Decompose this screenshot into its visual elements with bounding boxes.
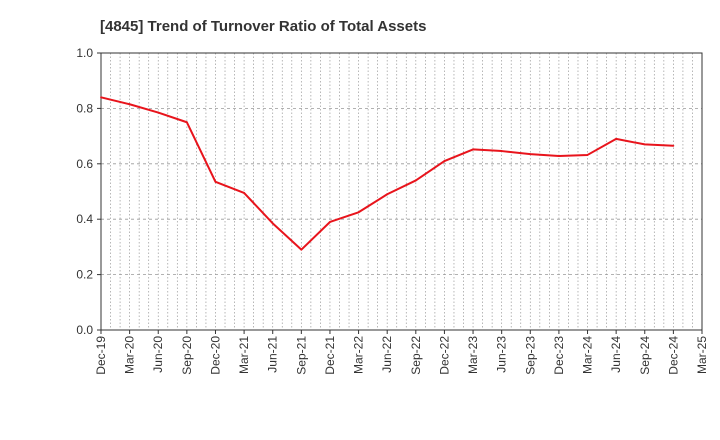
- data-point: [214, 180, 217, 183]
- data-point: [443, 160, 446, 162]
- data-point: [300, 248, 303, 251]
- data-point: [472, 148, 474, 151]
- x-tick-label: Sep-20: [180, 336, 194, 375]
- y-tick-label: 0.8: [76, 101, 93, 115]
- data-point: [615, 137, 618, 140]
- y-tick-label: 0.0: [76, 323, 93, 337]
- data-point: [100, 96, 102, 99]
- x-tick-label: Sep-24: [638, 336, 652, 375]
- data-point: [643, 143, 646, 146]
- data-point: [271, 222, 274, 225]
- data-point: [586, 154, 589, 156]
- grid-lines: [101, 53, 702, 330]
- x-tick-label: Dec-21: [323, 336, 337, 375]
- data-point: [329, 221, 331, 223]
- x-tick-label: Dec-24: [666, 336, 680, 375]
- series-layer: [100, 96, 675, 251]
- data-point: [558, 155, 560, 157]
- data-point: [529, 153, 532, 156]
- x-tick-label: Sep-21: [294, 336, 308, 375]
- y-tick-label: 0.2: [76, 268, 93, 282]
- data-point: [157, 111, 160, 114]
- data-point: [386, 193, 389, 196]
- x-tick-label: Sep-23: [523, 336, 537, 375]
- x-tick-label: Mar-23: [466, 336, 480, 374]
- data-point: [672, 144, 675, 147]
- x-tick-label: Mar-21: [237, 336, 251, 374]
- x-axis: Dec-19 Mar-20 Jun-20 Sep-20 Dec-20 Mar-21 Jun-…: [94, 330, 709, 375]
- x-tick-label: Jun-24: [609, 336, 623, 373]
- x-tick-label: Mar-22: [352, 336, 366, 374]
- y-tick-label: 0.4: [76, 212, 93, 226]
- x-tick-label: Mar-20: [123, 336, 137, 374]
- x-tick-label: Jun-20: [151, 336, 165, 373]
- x-tick-label: Dec-23: [552, 336, 566, 375]
- data-point: [243, 191, 245, 194]
- plot-area-frame: [100, 52, 703, 331]
- y-tick-label: 1.0: [76, 46, 93, 60]
- data-point: [357, 211, 360, 214]
- x-tick-label: Dec-20: [208, 336, 222, 375]
- x-tick-label: Mar-25: [695, 336, 709, 374]
- x-tick-label: Mar-24: [581, 336, 595, 374]
- data-point: [128, 103, 131, 106]
- data-point: [185, 121, 188, 124]
- x-tick-label: Jun-21: [266, 336, 280, 373]
- x-tick-label: Jun-23: [495, 336, 509, 373]
- chart-title: [4845] Trend of Turnover Ratio of Total …: [100, 18, 426, 35]
- x-tick-label: Sep-22: [409, 336, 423, 375]
- data-point: [414, 179, 417, 182]
- y-axis: 0.0 0.2 0.4 0.6 0.8 1.0: [76, 46, 101, 337]
- x-tick-label: Jun-22: [380, 336, 394, 373]
- y-tick-label: 0.6: [76, 157, 93, 171]
- x-tick-label: Dec-22: [437, 336, 451, 375]
- x-tick-label: Dec-19: [94, 336, 108, 375]
- data-point: [500, 150, 503, 152]
